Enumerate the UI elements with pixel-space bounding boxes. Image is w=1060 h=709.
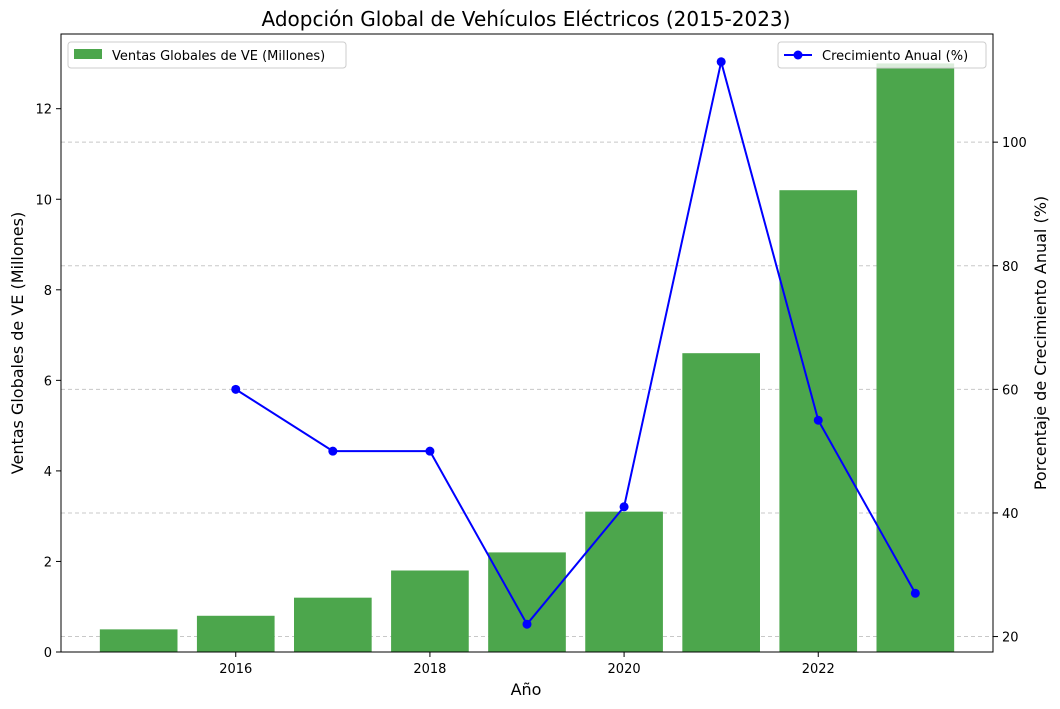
growth-point-2022 (813, 415, 823, 425)
bar-2019 (488, 552, 566, 652)
x-tick-label-2020: 2020 (608, 662, 641, 677)
y-left-tick-label-8: 8 (44, 284, 52, 299)
y-axis-left-label: Ventas Globales de VE (Millones) (8, 212, 27, 474)
bar-2018 (391, 570, 469, 652)
growth-point-2016 (231, 384, 241, 394)
bar-2016 (196, 615, 275, 652)
y-axis-right-label: Porcentaje de Crecimiento Anual (%) (1031, 196, 1050, 490)
growth-point-2017 (328, 446, 338, 456)
y-left-tick-label-6: 6 (44, 374, 52, 389)
y-right-tick-label-40: 40 (1002, 507, 1019, 522)
growth-point-2018 (425, 446, 435, 456)
x-axis: 2016 2018 2020 2022 (219, 652, 835, 677)
legend-line-label: Crecimiento Anual (%) (822, 49, 968, 64)
y-right-tick-label-80: 80 (1002, 260, 1019, 275)
bar-series (99, 63, 955, 652)
bar-2015 (99, 629, 178, 652)
y-right-tick-label-100: 100 (1002, 136, 1027, 151)
y-left-tick-label-4: 4 (44, 465, 52, 480)
y-right-tick-label-60: 60 (1002, 383, 1019, 398)
bar-2020 (585, 511, 663, 652)
x-tick-label-2016: 2016 (219, 662, 252, 677)
y-axis-left: 0 2 4 6 8 10 12 (35, 103, 61, 661)
x-axis-label: Año (511, 680, 542, 699)
legend-line-frame (777, 41, 987, 69)
bar-2021 (682, 353, 760, 652)
line-series (231, 57, 920, 629)
y-left-tick-label-10: 10 (35, 193, 52, 208)
x-tick-label-2022: 2022 (802, 662, 835, 677)
growth-point-2019 (522, 619, 532, 629)
bar-2017 (294, 597, 372, 652)
growth-point-2021 (716, 57, 726, 67)
y-axis-right: 20 40 60 80 100 (993, 136, 1027, 646)
y-right-tick-label-20: 20 (1002, 631, 1019, 646)
y-left-tick-label-0: 0 (44, 646, 52, 661)
legend-line-marker (793, 50, 803, 60)
legend-bars-swatch (74, 49, 102, 59)
legend-line: Crecimiento Anual (%) (777, 41, 987, 69)
legend-bars-frame (67, 41, 347, 69)
growth-line (235, 61, 917, 626)
growth-point-2023 (910, 588, 920, 598)
growth-point-2020 (619, 502, 629, 512)
chart-title: Adopción Global de Vehículos Eléctricos … (262, 7, 791, 31)
y-left-tick-label-2: 2 (44, 555, 52, 570)
legend-bars: Ventas Globales de VE (Millones) (67, 41, 347, 69)
plot-frame (60, 33, 994, 653)
y-left-tick-label-12: 12 (35, 103, 52, 118)
legend-bars-label: Ventas Globales de VE (Millones) (112, 49, 325, 64)
x-tick-label-2018: 2018 (413, 662, 446, 677)
bar-2023 (876, 63, 955, 652)
